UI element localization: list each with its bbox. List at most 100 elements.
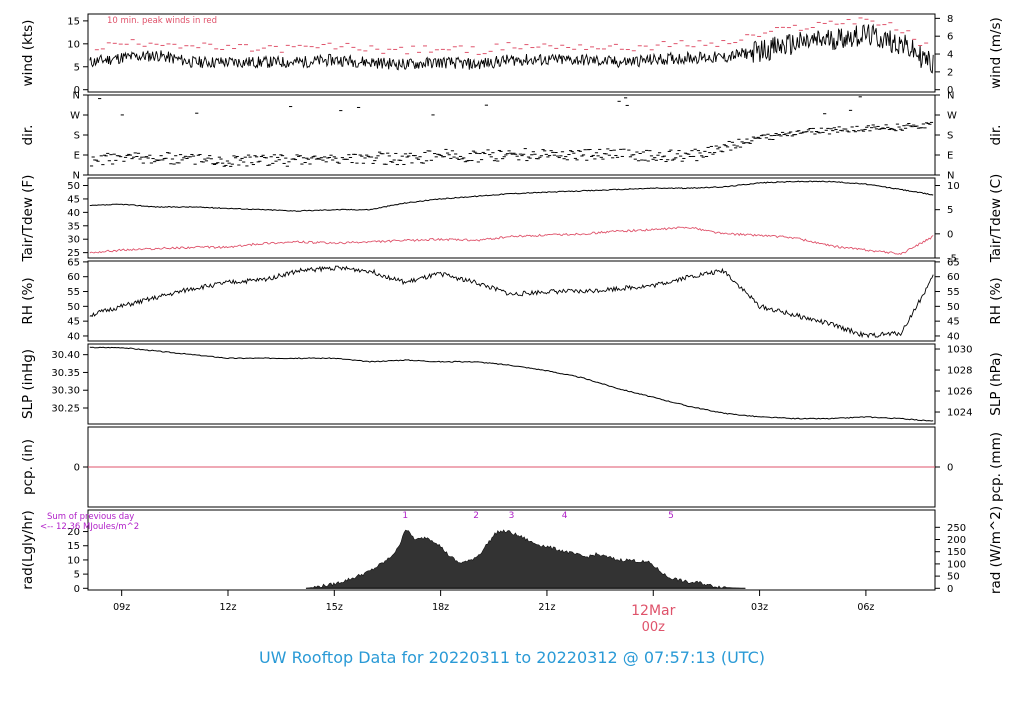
left-tick-label: 55 xyxy=(67,287,80,298)
left-tick-label: 50 xyxy=(67,181,80,192)
right-tick-label: 6 xyxy=(947,32,953,43)
right-tick-label: 2 xyxy=(947,67,953,78)
y-axis-title: wind (kts) xyxy=(20,20,36,87)
hour-label: 3 xyxy=(509,511,515,521)
right-tick-label: -5 xyxy=(947,254,957,265)
tdew-series-line xyxy=(89,226,934,256)
panel-slp: 30.25 30.30 30.35 30.40 1024 1026 1028 1030 SLP … xyxy=(20,343,1004,425)
right-tick-label: 65 xyxy=(947,257,960,268)
right-tick-label: W xyxy=(947,111,957,122)
hour-label: 4 xyxy=(562,511,568,521)
y-axis-title: SLP (inHg) xyxy=(20,349,36,419)
right-tick-label: 150 xyxy=(947,547,966,558)
y-axis-title-right: dir. xyxy=(988,125,1004,146)
right-tick-label: 0 xyxy=(947,463,953,474)
panel-frame xyxy=(87,94,936,176)
right-tick-label: 8 xyxy=(947,14,953,25)
right-tick-label: 100 xyxy=(947,559,966,570)
right-tick-label: 50 xyxy=(947,302,960,313)
x-tick-label: 18z xyxy=(432,602,449,613)
left-tick-label: 30.35 xyxy=(51,368,80,379)
rh-series-line xyxy=(89,265,934,339)
left-tick-label: 10 xyxy=(67,555,80,566)
left-tick-label: 5 xyxy=(74,570,80,581)
right-tick-label: S xyxy=(947,131,953,142)
x-tick-label: 00z xyxy=(642,620,666,635)
left-tick-label: N xyxy=(73,171,80,182)
left-tick-label: 60 xyxy=(67,272,80,283)
rad-sum-value: <-- 12.36 MJoules/m^2 xyxy=(40,522,139,532)
left-tick-label: 65 xyxy=(67,257,80,268)
y-axis-title-right: wind (m/s) xyxy=(988,17,1004,88)
panel-frame xyxy=(87,177,936,259)
right-tick-label: 1024 xyxy=(947,408,972,419)
slp-series-line xyxy=(89,346,934,422)
panel-frame xyxy=(87,343,936,425)
panel-pcp: 0 0 pcp. (in) pcp. (mm) xyxy=(20,426,1004,508)
right-tick-label: 55 xyxy=(947,287,960,298)
y-axis-title: RH (%) xyxy=(20,277,36,324)
hour-label: 2 xyxy=(473,511,479,521)
left-tick-label: W xyxy=(70,111,80,122)
tair-series-line xyxy=(89,180,934,212)
rad-sum-label: Sum of previous day xyxy=(47,512,134,522)
left-tick-label: S xyxy=(74,131,80,142)
left-tick-label: 30.30 xyxy=(51,386,80,397)
rad-series-area xyxy=(305,529,746,589)
right-tick-label: 1026 xyxy=(947,387,972,398)
wind-series-line xyxy=(89,23,934,74)
hour-label: 1 xyxy=(402,511,408,521)
left-tick-label: 0 xyxy=(74,463,80,474)
figure-title: UW Rooftop Data for 20220311 to 20220312… xyxy=(258,648,766,667)
x-date-label: 12Mar xyxy=(631,603,675,619)
x-tick-label: 06z xyxy=(857,602,874,613)
panel-rh: 40 45 50 55 60 65 40 45 50 55 60 65 RH (%) RH (%) xyxy=(20,257,1004,342)
right-tick-label: 10 xyxy=(947,181,960,192)
right-tick-label: 45 xyxy=(947,317,960,328)
left-tick-label: 40 xyxy=(67,331,80,342)
y-axis-title: dir. xyxy=(20,125,36,146)
right-tick-label: 0 xyxy=(947,229,953,240)
right-tick-label: 200 xyxy=(947,535,966,546)
left-tick-label: 30.40 xyxy=(51,350,80,361)
y-axis-title-right: RH (%) xyxy=(988,277,1004,324)
y-axis-title: rad(Lgly/hr) xyxy=(20,510,36,589)
y-axis-title-right: SLP (hPa) xyxy=(988,352,1004,415)
left-tick-label: 10 xyxy=(67,39,80,50)
x-tick-label: 09z xyxy=(113,602,130,613)
peak-wind-note: 10 min. peak winds in red xyxy=(107,16,217,26)
left-tick-label: 25 xyxy=(67,248,80,259)
left-tick-label: 20 xyxy=(67,527,80,538)
x-tick-label: 21z xyxy=(538,602,555,613)
right-tick-label: 0 xyxy=(947,584,953,595)
right-tick-label: N xyxy=(947,91,954,102)
left-tick-label: 45 xyxy=(67,317,80,328)
hour-label: 5 xyxy=(668,511,674,521)
left-tick-label: 45 xyxy=(67,194,80,205)
right-tick-label: N xyxy=(947,171,954,182)
right-tick-label: 0 xyxy=(947,85,953,96)
left-tick-label: 15 xyxy=(67,16,80,27)
right-tick-label: 1030 xyxy=(947,345,972,356)
panel-wind: 0 5 10 15 0 2 4 6 8 wind (kts) wind (m/s) 10 min. p… xyxy=(20,13,1004,96)
left-tick-label: 0 xyxy=(74,584,80,595)
y-axis-title-right: pcp. (mm) xyxy=(988,432,1004,502)
right-tick-label: E xyxy=(947,151,953,162)
left-tick-label: 40 xyxy=(67,208,80,219)
left-tick-label: 15 xyxy=(67,541,80,552)
y-axis-title-right: rad (W/m^2) xyxy=(988,506,1004,594)
right-tick-label: 40 xyxy=(947,331,960,342)
right-tick-label: 4 xyxy=(947,50,953,61)
right-tick-label: 1028 xyxy=(947,366,972,377)
left-tick-label: 0 xyxy=(74,85,80,96)
right-tick-label: 5 xyxy=(947,205,953,216)
panel-frame xyxy=(87,260,936,342)
y-axis-title: Tair/Tdew (F) xyxy=(20,175,36,263)
left-tick-label: 35 xyxy=(67,221,80,232)
left-tick-label: 30.25 xyxy=(51,404,80,415)
left-tick-label: N xyxy=(73,91,80,102)
